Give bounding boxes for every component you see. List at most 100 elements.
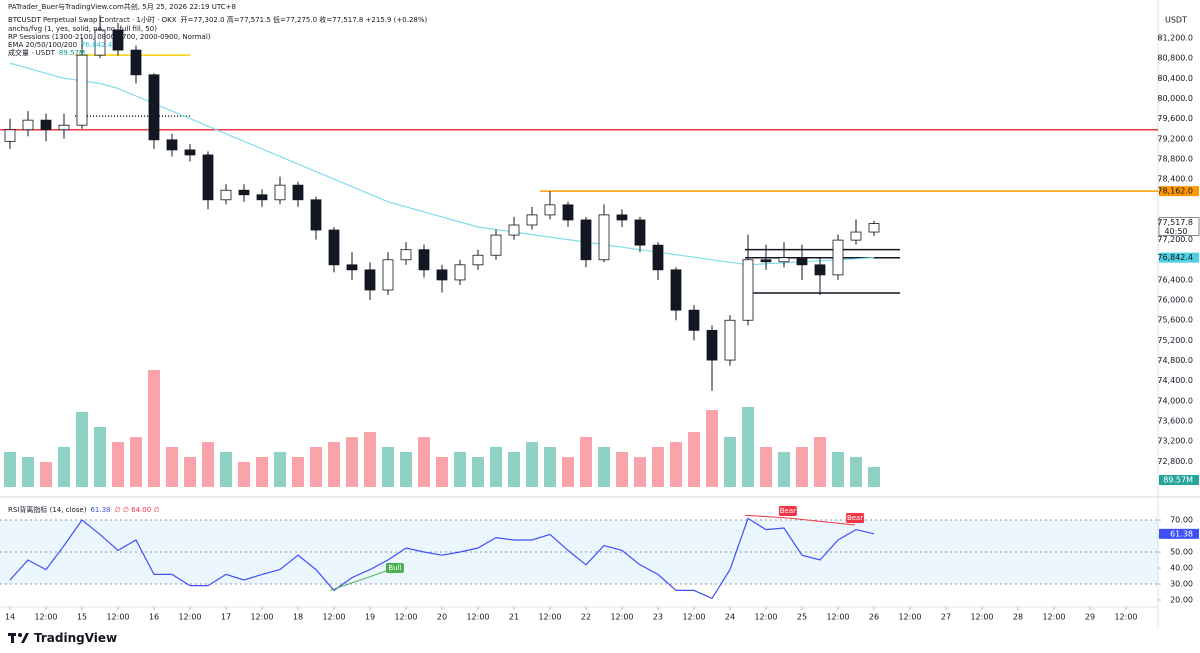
volume-bar	[813, 437, 826, 487]
volume-bar	[633, 457, 646, 487]
divergence-line	[329, 567, 396, 591]
candle-body	[868, 223, 880, 233]
y-tick-label: 80,800.0	[1157, 54, 1193, 63]
volume-bar	[831, 452, 844, 487]
candle-body	[508, 224, 520, 236]
candle-body	[148, 74, 160, 141]
y-tick-label: 72,800.0	[1157, 457, 1193, 466]
candle-body	[202, 154, 214, 201]
volume-bar	[471, 457, 484, 487]
x-tick-label: 18	[293, 613, 303, 622]
candle-body	[4, 129, 16, 142]
volume-bar	[651, 447, 664, 487]
candle-body	[454, 264, 466, 281]
divergence-tag	[846, 513, 865, 523]
x-tick-label: 12:00	[538, 613, 561, 622]
volume-value: 89.57M	[58, 49, 86, 57]
x-tick-label: 12:00	[34, 613, 57, 622]
candle-body	[652, 244, 664, 271]
candle-body	[400, 249, 412, 261]
x-tick-label: 19	[365, 613, 375, 622]
divergence-line	[744, 514, 788, 519]
candle-body	[274, 184, 286, 201]
x-tick-label: 12:00	[754, 613, 777, 622]
y-tick-label: 81,200.0	[1157, 34, 1193, 43]
rsi-title: RSI背离指标 (14, close)	[8, 506, 87, 514]
brand: TradingView	[34, 631, 118, 645]
volume-bar	[291, 457, 304, 487]
last-price-label: 77,517.8	[1157, 218, 1193, 227]
volume-bar	[57, 447, 70, 487]
rsi-tick-label: 70.00	[1170, 516, 1193, 525]
candle-body	[184, 149, 196, 156]
candle-body	[490, 234, 502, 256]
y-tick-label: 73,600.0	[1157, 417, 1193, 426]
indicator-name: EMA 20/50/100/200	[8, 41, 78, 49]
volume-bar	[237, 462, 250, 487]
x-tick-label: 12:00	[178, 613, 201, 622]
x-tick-label: 16	[149, 613, 159, 622]
candle-body	[832, 239, 844, 276]
last-price-tag	[1158, 217, 1200, 236]
candle-body	[742, 259, 754, 321]
header: PATrader_Buer与TradingView.com共创, 5月 25, …	[8, 3, 236, 11]
y-tick-label: 73,200.0	[1157, 437, 1193, 446]
candle-body	[598, 214, 610, 261]
y-tick-label: 78,800.0	[1157, 154, 1193, 163]
price-level-tag	[1159, 186, 1199, 197]
x-tick-label: 22	[581, 613, 591, 622]
x-tick-label: 12:00	[682, 613, 705, 622]
candle-body	[40, 119, 52, 131]
countdown: 40:50	[1164, 227, 1187, 236]
divergence-tag	[778, 505, 797, 516]
volume-bar	[3, 452, 16, 487]
currency: USDT	[1165, 16, 1187, 25]
y-tick-label: 74,000.0	[1157, 396, 1193, 405]
candle-body	[526, 214, 538, 226]
candle-body	[418, 249, 430, 271]
volume-bar	[723, 437, 736, 487]
candle-body	[634, 219, 646, 246]
volume-bar	[147, 370, 160, 487]
candle-body	[616, 214, 628, 221]
volume-bar	[705, 410, 718, 487]
indicator: 成交量 · USDT 89.57M	[8, 49, 89, 57]
candle-body	[382, 259, 394, 291]
x-tick-label: 12:00	[106, 613, 129, 622]
x-tick-label: 27	[941, 613, 951, 622]
divergence-line	[787, 517, 856, 526]
indicator: anchs/fvg (1, yes, solid, no, no, full f…	[8, 25, 157, 33]
volume-bar	[129, 437, 142, 487]
x-tick-label: 12:00	[610, 613, 633, 622]
candle-body	[850, 231, 862, 241]
rsi-line	[9, 517, 875, 600]
footer: TradingView	[8, 631, 117, 645]
candle-body	[94, 29, 106, 56]
volume-bar	[327, 442, 340, 487]
volume-bar	[525, 442, 538, 487]
candle-body	[436, 269, 448, 281]
y-tick-label: 75,600.0	[1157, 316, 1193, 325]
candle-body	[310, 199, 322, 231]
volume-bar	[615, 452, 628, 487]
rsi-value: 61.38	[90, 506, 111, 514]
candle-body	[580, 219, 592, 261]
volume-bar	[777, 452, 790, 487]
volume-tag	[1159, 475, 1199, 485]
divergence-label: Bear	[780, 507, 796, 515]
x-tick-label: 29	[1085, 613, 1095, 622]
candle-body	[346, 264, 358, 271]
volume-bar	[201, 442, 214, 487]
ema-line	[9, 62, 875, 266]
volume-bar	[435, 457, 448, 487]
y-tick-label: 76,400.0	[1157, 275, 1193, 284]
candle-body	[760, 259, 772, 263]
y-tick-label: 80,000.0	[1157, 94, 1193, 103]
volume-bar	[417, 437, 430, 487]
candle-body	[220, 189, 232, 201]
y-tick-label: 75,200.0	[1157, 336, 1193, 345]
volume-bar	[273, 452, 286, 487]
rsi-params: ∅ ∅ 64.00 ∅	[114, 506, 160, 514]
